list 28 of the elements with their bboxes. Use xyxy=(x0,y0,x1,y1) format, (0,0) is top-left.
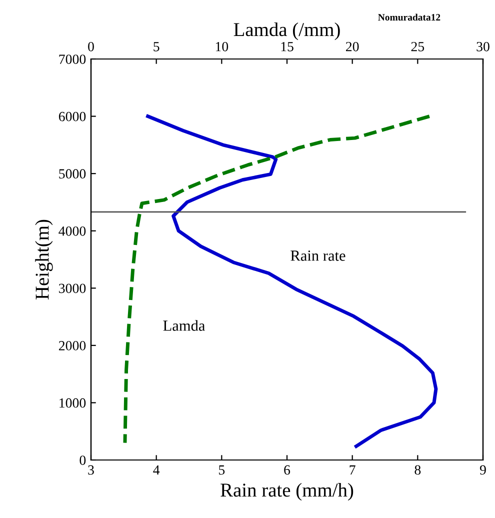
x2-tick-label: 25 xyxy=(411,42,424,52)
y-axis-title: Height(m) xyxy=(35,220,53,300)
x2-tick-label: 10 xyxy=(216,42,228,52)
x-axis-title: Rain rate (mm/h) xyxy=(220,483,354,501)
y-tick-label: 2000 xyxy=(58,341,86,350)
y-tick-label: 5000 xyxy=(59,169,86,179)
x2-tick-label: 20 xyxy=(346,42,359,52)
x-tick-label: 7 xyxy=(350,465,356,474)
x-tick-label: 8 xyxy=(414,465,421,475)
text: Nomuradata12 xyxy=(378,14,440,21)
y-tick-label: 0 xyxy=(80,456,86,465)
x-tick-label: 5 xyxy=(219,465,225,475)
x2-tick-label: 5 xyxy=(154,42,160,52)
x2-tick-label: 15 xyxy=(281,42,294,52)
y-tick-label: 1000 xyxy=(60,398,86,408)
y-tick-label: 4000 xyxy=(58,226,86,236)
x2-axis-title: Lamda (/mm) xyxy=(234,22,340,40)
annotation: Lamda xyxy=(163,320,205,331)
x-tick-label: 3 xyxy=(88,465,94,475)
y-tick-label: 3000 xyxy=(59,284,86,294)
x2-tick-label: 0 xyxy=(88,42,94,52)
annotation: Rain rate xyxy=(290,250,346,261)
x2-tick-label: 30 xyxy=(476,42,490,52)
y-tick-label: 7000 xyxy=(59,54,86,64)
x-tick-label: 6 xyxy=(284,465,290,475)
x-tick-label: 4 xyxy=(153,465,160,474)
x-tick-label: 9 xyxy=(480,465,486,475)
y-tick-label: 6000 xyxy=(58,112,86,122)
